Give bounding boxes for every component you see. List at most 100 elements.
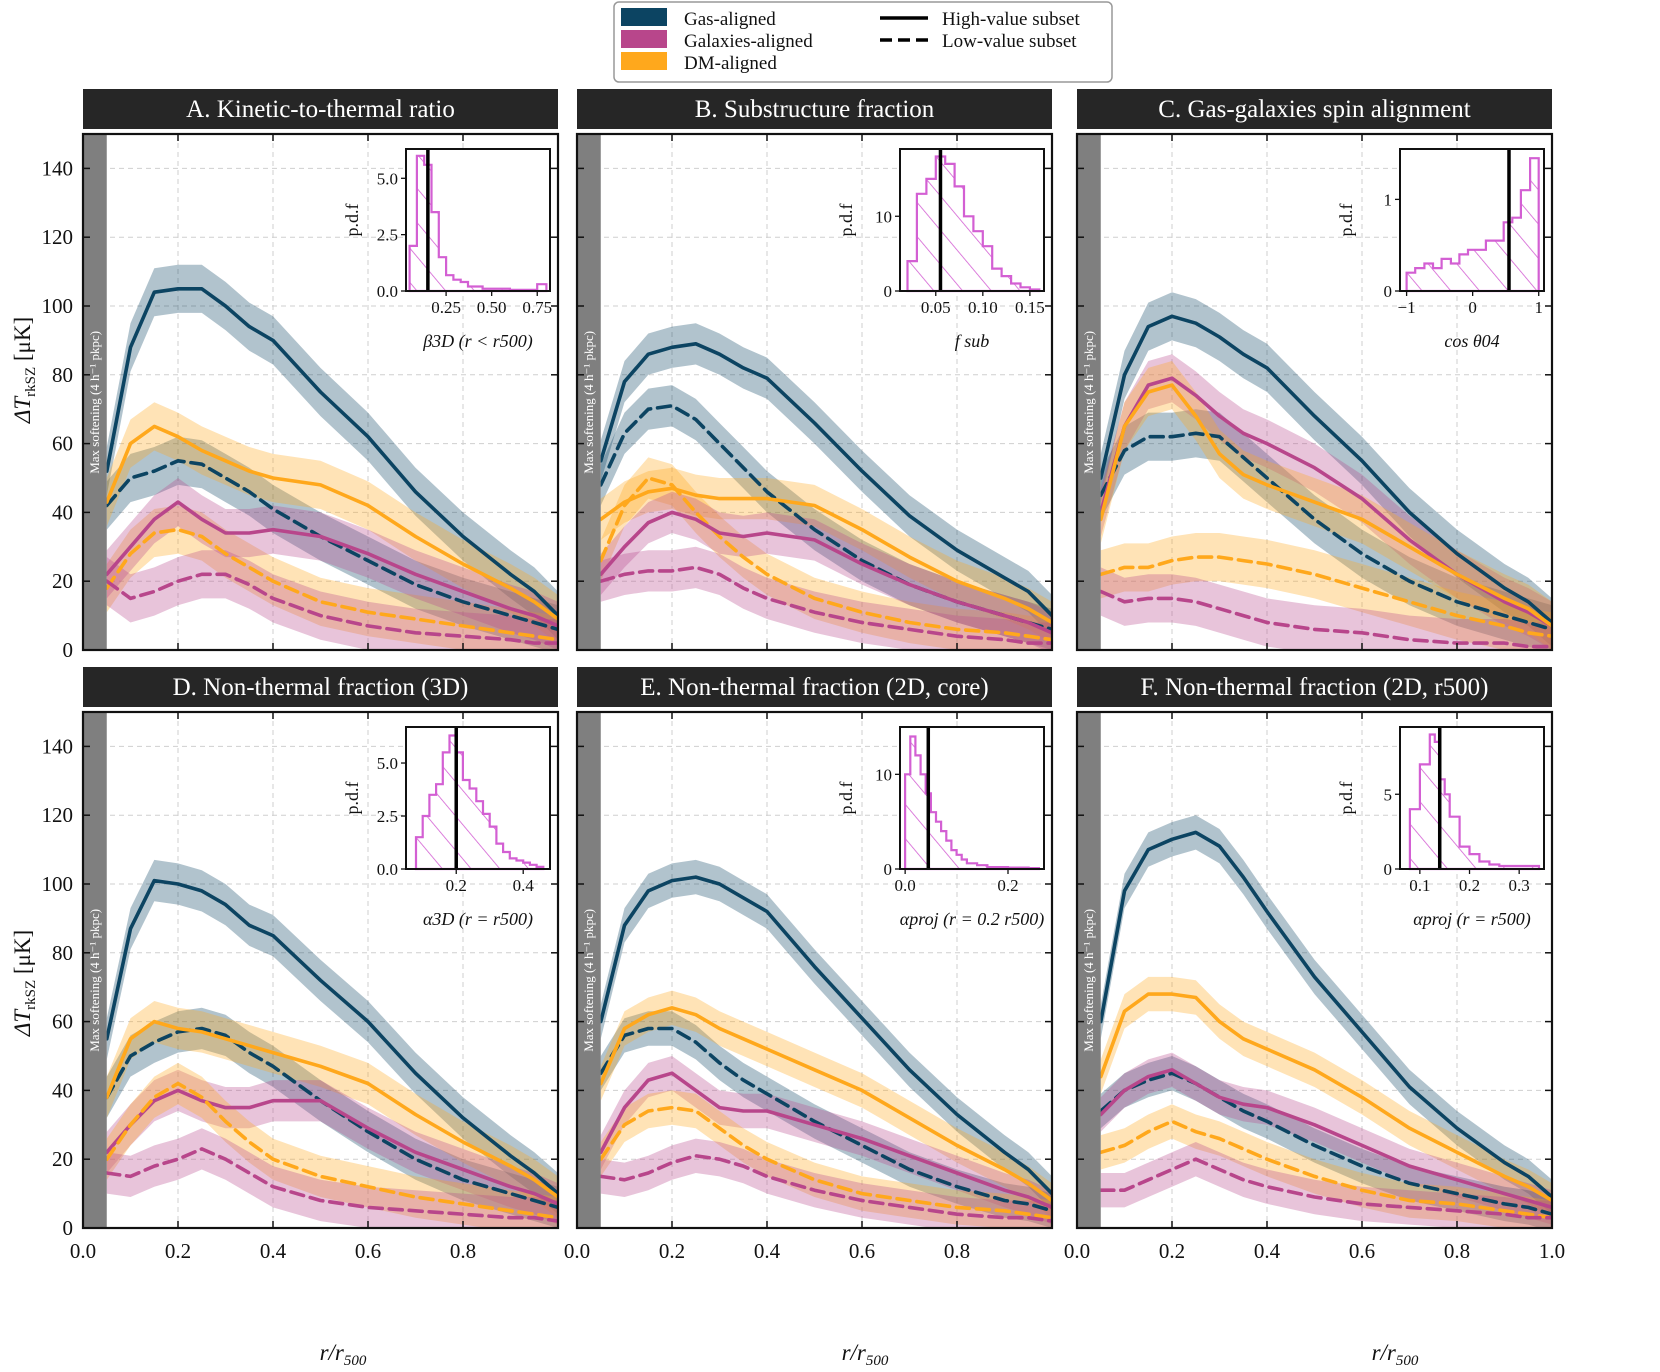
x-axis-title-left: r/r500 [320,1340,367,1369]
inset-frame [899,726,1045,870]
legend-swatch-gas [621,8,667,26]
panel-title-bar [83,89,558,129]
softening-label: Max softening (4 h⁻¹ pkpc) [1081,331,1096,474]
inset-y-tick-label: 0 [1384,860,1393,879]
series-line [598,341,1052,618]
softening-label: Max softening (4 h⁻¹ pkpc) [581,331,596,474]
series-line [1099,1157,1552,1220]
y-tick-label: 20 [52,1147,73,1171]
series-line [105,878,558,1196]
inset-histogram: 0.25 0.50 0.75 0.0 2.5 5.0 p.d.f β3D (r < r500) [342,148,552,352]
panel-title: D. Non-thermal fraction (3D) [173,674,469,701]
series-line [105,500,558,628]
inset-y-label: p.d.f [342,782,362,815]
series-band [106,859,558,1215]
y-tick-label: 20 [52,569,73,593]
inset-frame [405,726,551,870]
inset-y-tick-label: 2.5 [377,807,398,826]
series-band [106,478,558,650]
softening-region [1077,134,1101,650]
x-tick-label: 0.2 [659,1239,685,1263]
inset-x-label: f sub [955,331,990,351]
softening-region [577,134,601,650]
inset-y-tick-label: 0 [884,282,893,301]
panel-title-bar [1077,89,1552,129]
legend-label-gas: Gas-aligned [684,9,776,30]
series-line [598,875,1052,1196]
panels: A. Kinetic-to-thermal ratio Max softening… [42,89,1565,1263]
panel-title-bar [1077,667,1552,707]
panel-title-bar [577,667,1052,707]
y-tick-label: 140 [42,156,74,180]
histogram-bars [414,734,545,871]
inset-x-label: β3D (r < r500) [422,331,533,352]
series-line [1099,314,1552,625]
inset-frame [1399,726,1545,870]
y-tick-label: 40 [52,1078,73,1102]
panel-title-bar [83,667,558,707]
series-line [1099,589,1552,649]
x-tick-label: 0.8 [944,1239,970,1263]
legend: Gas-aligned Galaxies-aligned DM-aligned … [613,1,1113,83]
series-line [105,1081,558,1220]
series-line [105,572,558,645]
plot-area [105,264,558,650]
inset-y-tick-label: 5.0 [377,169,398,188]
panel-b: B. Substructure fraction Max softening (4… [575,89,1054,652]
series-line [598,1026,1052,1213]
inset-y-label: p.d.f [836,204,856,237]
softening-label: Max softening (4 h⁻¹ pkpc) [87,909,102,1052]
legend-frame [613,1,1113,83]
x-tick-label: 1.0 [1539,1239,1565,1263]
inset-x-label: αproj (r = 0.2 r500) [900,909,1044,930]
panel-frame [81,132,560,652]
y-axis-title-text: ΔTrkSZ [μK] [10,930,39,1037]
plot-area [598,859,1052,1228]
histogram-bars [904,735,1040,871]
softening-region [1077,712,1101,1228]
panel-title: B. Substructure fraction [695,96,935,123]
panel-a: A. Kinetic-to-thermal ratio Max softening… [42,89,560,662]
softening-region [83,712,107,1228]
panel-frame [575,132,1054,652]
series-line [105,1019,558,1199]
series-band [1100,976,1552,1218]
inset-histogram: 0.2 0.4 0.0 2.5 5.0 p.d.f α3D (r = r500) [342,726,551,930]
panel-frame [575,710,1054,1230]
series-band [106,402,558,644]
series-band [600,323,1052,637]
series-line [1099,383,1552,628]
y-tick-label: 0 [63,638,74,662]
legend-label-high: High-value subset [942,9,1080,30]
inset-y-tick-label: 0 [884,860,893,879]
inset-y-label: p.d.f [1336,782,1356,815]
series-line [1099,1071,1552,1216]
y-tick-label: 100 [42,872,74,896]
series-line [598,1071,1052,1210]
inset-x-tick-label: 0.25 [431,298,461,317]
series-band [106,1069,558,1225]
inset-x-tick-label: 0.05 [921,298,951,317]
x-axis-title-right: r/r500 [1372,1340,1419,1369]
series-line [105,1088,558,1206]
series-line [105,286,558,618]
series-band [600,467,1052,644]
panel-f: F. Non-thermal fraction (2D, r500) Max so… [1064,667,1565,1263]
panel-frame [81,710,560,1230]
series-line [598,486,1052,625]
series-band [1100,567,1552,650]
series-line [105,527,558,642]
series-line [1099,1068,1552,1210]
x-tick-label: 0.0 [70,1239,96,1263]
x-tick-label: 0.4 [754,1239,781,1263]
series-line [105,1026,558,1210]
inset-x-tick-label: 0 [1468,298,1477,317]
inset-x-tick-label: 0.1 [1409,876,1430,895]
inset-y-tick-label: 0.0 [377,282,398,301]
series-line [1099,830,1552,1199]
inset-x-label: α3D (r = r500) [423,909,533,930]
y-axis-title-bottom: ΔTrkSZ [μK] [10,930,39,1037]
inset-x-tick-label: 0.2 [446,876,467,895]
x-tick-label: 0.0 [1064,1239,1090,1263]
